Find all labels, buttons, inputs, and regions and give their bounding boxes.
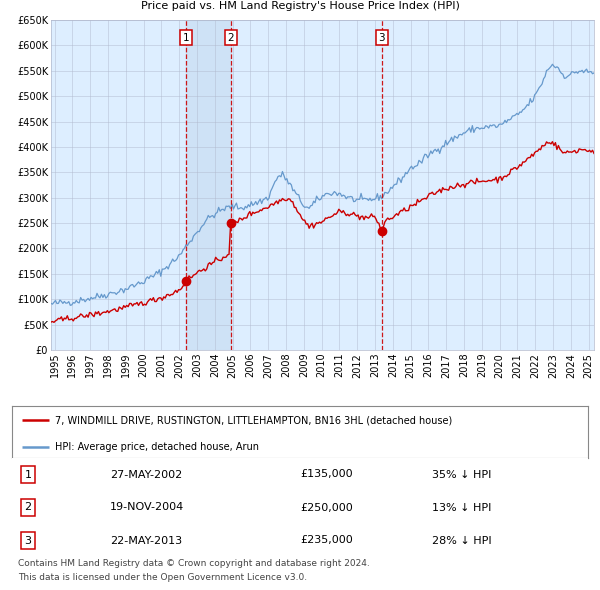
Text: £135,000: £135,000 bbox=[300, 470, 353, 480]
Text: 1: 1 bbox=[183, 33, 190, 42]
Text: Price paid vs. HM Land Registry's House Price Index (HPI): Price paid vs. HM Land Registry's House … bbox=[140, 1, 460, 11]
Text: HPI: Average price, detached house, Arun: HPI: Average price, detached house, Arun bbox=[55, 441, 259, 451]
Text: This data is licensed under the Open Government Licence v3.0.: This data is licensed under the Open Gov… bbox=[18, 573, 307, 582]
Text: Contains HM Land Registry data © Crown copyright and database right 2024.: Contains HM Land Registry data © Crown c… bbox=[18, 559, 370, 568]
Text: 7, WINDMILL DRIVE, RUSTINGTON, LITTLEHAMPTON, BN16 3HL (detached house): 7, WINDMILL DRIVE, RUSTINGTON, LITTLEHAM… bbox=[55, 415, 452, 425]
Text: 13% ↓ HPI: 13% ↓ HPI bbox=[433, 503, 492, 513]
Text: 3: 3 bbox=[25, 536, 32, 546]
Text: 1: 1 bbox=[25, 470, 32, 480]
Bar bbox=[187, 20, 230, 350]
Text: 22-MAY-2013: 22-MAY-2013 bbox=[110, 536, 182, 546]
Text: £250,000: £250,000 bbox=[300, 503, 353, 513]
Text: 19-NOV-2004: 19-NOV-2004 bbox=[110, 503, 184, 513]
Text: 3: 3 bbox=[379, 33, 385, 42]
Text: 27-MAY-2002: 27-MAY-2002 bbox=[110, 470, 182, 480]
Text: 2: 2 bbox=[25, 503, 32, 513]
Text: 28% ↓ HPI: 28% ↓ HPI bbox=[433, 536, 492, 546]
Text: 35% ↓ HPI: 35% ↓ HPI bbox=[433, 470, 492, 480]
Text: 2: 2 bbox=[227, 33, 234, 42]
Text: £235,000: £235,000 bbox=[300, 536, 353, 546]
